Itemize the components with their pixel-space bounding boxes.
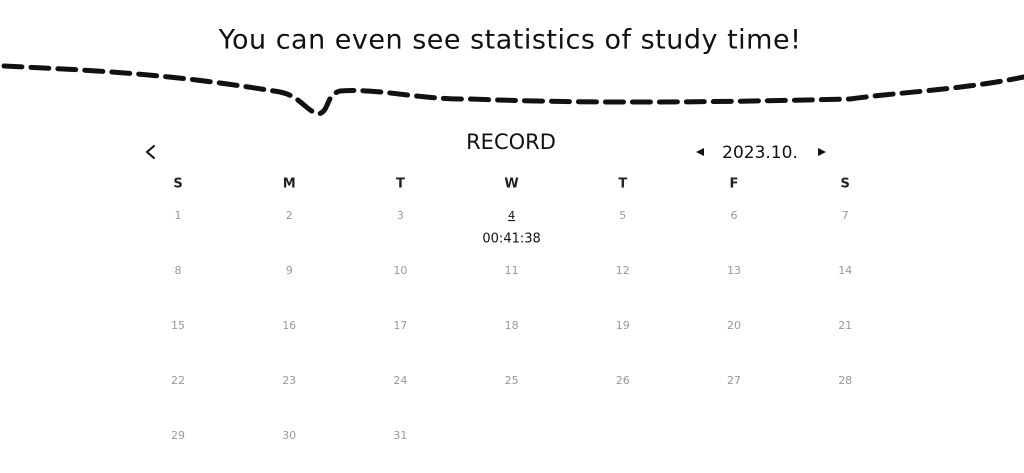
day-number[interactable]: 4 bbox=[508, 209, 515, 222]
weekday-label: S bbox=[173, 177, 182, 192]
day-number[interactable]: 21 bbox=[838, 319, 852, 332]
day-number[interactable]: 11 bbox=[505, 264, 519, 277]
day-number[interactable]: 20 bbox=[727, 319, 741, 332]
day-number[interactable]: 26 bbox=[616, 374, 630, 387]
day-number[interactable]: 1 bbox=[175, 209, 182, 222]
study-time: 00:41:38 bbox=[482, 232, 540, 247]
back-button[interactable] bbox=[145, 145, 155, 159]
day-number[interactable]: 27 bbox=[727, 374, 741, 387]
weekday-label: T bbox=[396, 177, 405, 192]
day-number[interactable]: 23 bbox=[282, 374, 296, 387]
next-month[interactable] bbox=[818, 148, 826, 156]
day-number[interactable]: 29 bbox=[171, 429, 185, 442]
weekday-label: F bbox=[730, 177, 739, 192]
weekday-label: T bbox=[618, 177, 627, 192]
headline: You can even see statistics of study tim… bbox=[218, 25, 802, 56]
day-number[interactable]: 3 bbox=[397, 209, 404, 222]
day-number[interactable]: 10 bbox=[393, 264, 407, 277]
day-number[interactable]: 8 bbox=[175, 264, 182, 277]
day-number[interactable]: 24 bbox=[393, 374, 407, 387]
day-number[interactable]: 5 bbox=[619, 209, 626, 222]
weekday-label: M bbox=[283, 177, 296, 192]
current-month: 2023.10. bbox=[722, 143, 798, 163]
screen-title: RECORD bbox=[466, 130, 556, 154]
weekday-label: W bbox=[504, 177, 518, 192]
prev-month[interactable] bbox=[696, 148, 704, 156]
day-number[interactable]: 16 bbox=[282, 319, 296, 332]
day-number[interactable]: 25 bbox=[505, 374, 519, 387]
weekday-label: S bbox=[841, 177, 850, 192]
day-number[interactable]: 9 bbox=[286, 264, 293, 277]
day-number[interactable]: 13 bbox=[727, 264, 741, 277]
day-number[interactable]: 30 bbox=[282, 429, 296, 442]
dashed-divider bbox=[1, 63, 1024, 117]
day-number[interactable]: 22 bbox=[171, 374, 185, 387]
day-number[interactable]: 2 bbox=[286, 209, 293, 222]
day-number[interactable]: 7 bbox=[842, 209, 849, 222]
day-number[interactable]: 18 bbox=[505, 319, 519, 332]
day-number[interactable]: 28 bbox=[838, 374, 852, 387]
day-number[interactable]: 31 bbox=[393, 429, 407, 442]
day-number[interactable]: 19 bbox=[616, 319, 630, 332]
day-number[interactable]: 14 bbox=[838, 264, 852, 277]
day-number[interactable]: 17 bbox=[393, 319, 407, 332]
day-number[interactable]: 6 bbox=[731, 209, 738, 222]
day-number[interactable]: 12 bbox=[616, 264, 630, 277]
day-number[interactable]: 15 bbox=[171, 319, 185, 332]
